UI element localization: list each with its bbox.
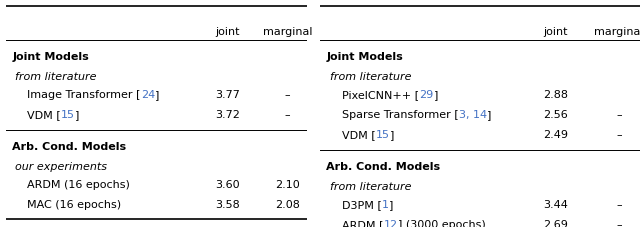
Text: from literature: from literature xyxy=(15,72,97,82)
Text: –: – xyxy=(616,110,622,120)
Text: ]: ] xyxy=(156,90,159,100)
Text: VDM [: VDM [ xyxy=(342,130,376,140)
Text: Arb. Cond. Models: Arb. Cond. Models xyxy=(12,141,127,151)
Text: 3.77: 3.77 xyxy=(215,90,240,100)
Text: PixelCNN++ [: PixelCNN++ [ xyxy=(342,90,420,100)
Text: 3, 14: 3, 14 xyxy=(459,110,487,120)
Text: 2.08: 2.08 xyxy=(275,199,300,209)
Text: D3PM [: D3PM [ xyxy=(342,199,382,209)
Text: 2.56: 2.56 xyxy=(543,110,568,120)
Text: 1: 1 xyxy=(382,199,389,209)
Text: ]: ] xyxy=(487,110,492,120)
Text: 2.88: 2.88 xyxy=(543,90,568,100)
Text: Arb. Cond. Models: Arb. Cond. Models xyxy=(326,161,440,171)
Text: from literature: from literature xyxy=(330,181,411,191)
Text: 3.44: 3.44 xyxy=(543,199,568,209)
Text: Sparse Transformer [: Sparse Transformer [ xyxy=(342,110,459,120)
Text: 24: 24 xyxy=(141,90,156,100)
Text: Joint Models: Joint Models xyxy=(12,52,89,62)
Text: 2.69: 2.69 xyxy=(543,219,568,227)
Text: joint: joint xyxy=(543,27,568,37)
Text: our experiments: our experiments xyxy=(15,161,108,171)
Text: 3.58: 3.58 xyxy=(215,199,240,209)
Text: 29: 29 xyxy=(420,90,434,100)
Text: –: – xyxy=(616,219,622,227)
Text: Image Transformer [: Image Transformer [ xyxy=(28,90,141,100)
Text: Joint Models: Joint Models xyxy=(326,52,403,62)
Text: marginal: marginal xyxy=(263,27,312,37)
Text: –: – xyxy=(285,110,291,120)
Text: ]: ] xyxy=(390,130,394,140)
Text: –: – xyxy=(285,90,291,100)
Text: 3.60: 3.60 xyxy=(215,179,240,189)
Text: ARDM (16 epochs): ARDM (16 epochs) xyxy=(28,179,131,189)
Text: 2.49: 2.49 xyxy=(543,130,568,140)
Text: –: – xyxy=(616,199,622,209)
Text: ]: ] xyxy=(76,110,79,120)
Text: ]: ] xyxy=(389,199,394,209)
Text: –: – xyxy=(616,130,622,140)
Text: ]: ] xyxy=(434,90,438,100)
Text: 12: 12 xyxy=(384,219,398,227)
Text: 15: 15 xyxy=(61,110,76,120)
Text: 15: 15 xyxy=(376,130,390,140)
Text: 3.72: 3.72 xyxy=(215,110,240,120)
Text: ] (3000 epochs): ] (3000 epochs) xyxy=(398,219,486,227)
Text: VDM [: VDM [ xyxy=(28,110,61,120)
Text: joint: joint xyxy=(215,27,240,37)
Text: 2.10: 2.10 xyxy=(275,179,300,189)
Text: from literature: from literature xyxy=(330,72,411,82)
Text: marginal: marginal xyxy=(595,27,640,37)
Text: MAC (16 epochs): MAC (16 epochs) xyxy=(28,199,122,209)
Text: ARDM [: ARDM [ xyxy=(342,219,384,227)
